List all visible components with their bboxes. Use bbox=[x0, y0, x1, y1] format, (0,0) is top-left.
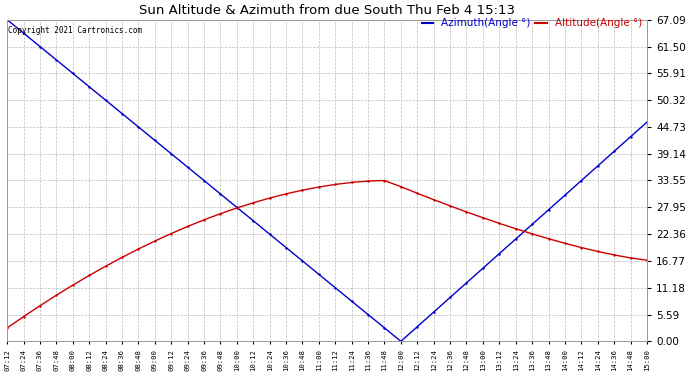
Title: Sun Altitude & Azimuth from due South Thu Feb 4 15:13: Sun Altitude & Azimuth from due South Th… bbox=[139, 4, 515, 17]
Legend: Azimuth(Angle °), Altitude(Angle °): Azimuth(Angle °), Altitude(Angle °) bbox=[422, 18, 642, 28]
Text: Copyright 2021 Cartronics.com: Copyright 2021 Cartronics.com bbox=[8, 26, 143, 35]
